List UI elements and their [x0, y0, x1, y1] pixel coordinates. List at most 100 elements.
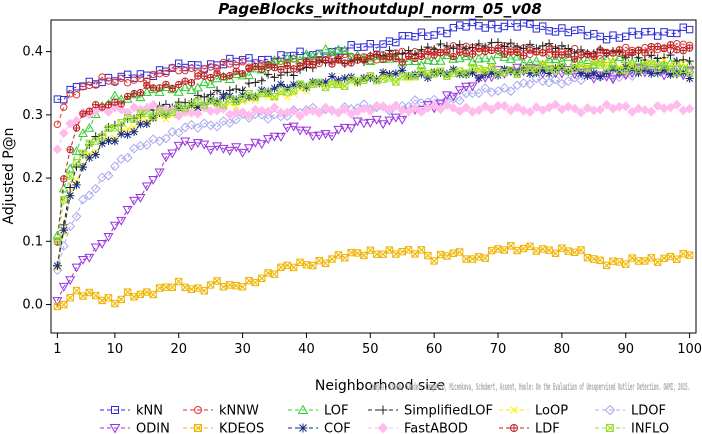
series-point: [123, 92, 132, 101]
series-point: [544, 102, 555, 113]
series-point: [660, 45, 668, 53]
series-point: [340, 74, 349, 83]
series-point: [283, 68, 292, 77]
series-kdeos: [53, 242, 694, 311]
legend-item: FastABOD: [368, 422, 468, 434]
series-point: [494, 245, 502, 253]
series-point: [307, 50, 318, 60]
series-point: [462, 23, 470, 31]
series-point: [148, 84, 159, 94]
series-point: [213, 69, 221, 77]
series-ldf: [53, 41, 694, 246]
series-point: [193, 103, 203, 112]
series-point: [398, 72, 406, 81]
series-point: [429, 68, 439, 77]
series-point: [328, 60, 336, 68]
series-point: [302, 83, 311, 92]
series-point: [602, 65, 611, 73]
series-point: [309, 60, 317, 69]
series-point: [423, 73, 432, 83]
series-point: [103, 106, 114, 117]
series-point: [275, 107, 286, 118]
series-point: [435, 99, 446, 109]
series-point: [481, 67, 489, 75]
series-point: [192, 108, 203, 119]
series-point: [512, 102, 523, 113]
series-point: [320, 43, 331, 53]
series-point: [461, 82, 472, 92]
series-point: [454, 53, 465, 63]
series-cof: [53, 62, 694, 271]
series-point: [295, 126, 306, 136]
series-point: [545, 45, 553, 53]
series-point: [84, 122, 95, 132]
series-point: [539, 49, 547, 57]
series-point: [110, 136, 120, 146]
series-point: [130, 115, 138, 124]
series-point: [175, 59, 183, 67]
series-point: [634, 31, 643, 39]
series-point: [320, 102, 331, 113]
series-point: [309, 261, 317, 270]
series-point: [398, 66, 407, 75]
legend-label: kNNW: [219, 404, 259, 419]
series-point: [123, 130, 132, 139]
series-point: [564, 50, 572, 58]
series-point: [378, 101, 388, 112]
series-point: [339, 45, 350, 55]
series-point: [141, 182, 152, 192]
series-point: [455, 40, 464, 49]
y-tick-label: 0.4: [22, 45, 43, 60]
series-point: [143, 288, 151, 296]
series-point: [634, 65, 643, 74]
series-point: [590, 52, 598, 60]
series-point: [633, 55, 644, 65]
series-point: [122, 152, 133, 163]
series-point: [71, 211, 82, 222]
chart-title: PageBlocks_withoutdupl_norm_05_v08: [218, 0, 542, 18]
series-ldof: [52, 62, 695, 276]
series-point: [92, 291, 100, 300]
series-point: [65, 163, 76, 173]
series-point: [109, 424, 121, 434]
series-point: [614, 52, 625, 62]
series-point: [269, 102, 280, 113]
series-point: [181, 283, 189, 292]
series-point: [200, 92, 209, 102]
series-point: [505, 53, 516, 63]
series-point: [245, 54, 253, 62]
series-point: [173, 86, 184, 96]
series-point: [224, 146, 235, 156]
series-point: [244, 78, 254, 88]
series-point: [487, 46, 496, 54]
x-tick-label: 20: [170, 342, 187, 357]
series-point: [289, 80, 298, 89]
legend-label: KDEOS: [219, 422, 264, 434]
series-point: [161, 133, 171, 144]
series-point: [404, 246, 413, 254]
series-point: [65, 183, 75, 192]
series-point: [604, 404, 616, 416]
y-axis: 0.0 0.1 0.2 0.3 0.4: [22, 45, 51, 313]
series-point: [417, 246, 426, 254]
series-point: [224, 118, 235, 128]
series-point: [250, 138, 261, 148]
series-point: [481, 65, 489, 73]
legend-item: INFLO: [595, 422, 669, 434]
series-point: [53, 120, 62, 129]
series-point: [360, 56, 368, 64]
series-point: [219, 73, 228, 81]
series-point: [429, 55, 440, 65]
series-point: [576, 69, 586, 78]
series-point: [77, 255, 88, 265]
series-point: [392, 38, 400, 47]
series-point: [192, 139, 203, 149]
series-point: [449, 44, 458, 53]
series-point: [142, 119, 151, 129]
series-point: [558, 244, 566, 252]
series-point: [403, 55, 414, 65]
series-point: [641, 257, 649, 265]
series-point: [149, 84, 157, 92]
x-axis-title: Neighborhood size: [315, 378, 445, 394]
